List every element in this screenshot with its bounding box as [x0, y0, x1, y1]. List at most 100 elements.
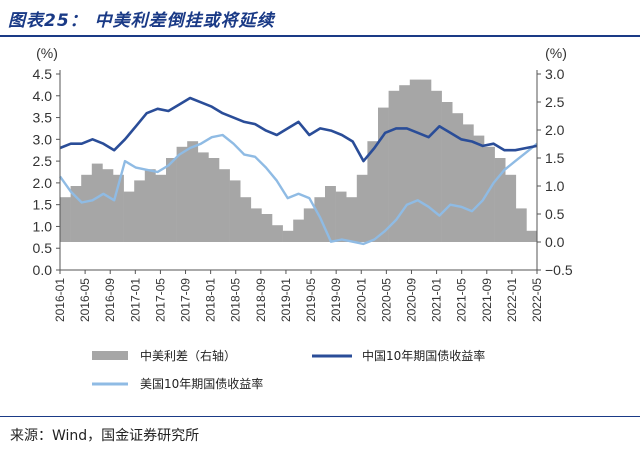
legend-swatch-spread [92, 351, 128, 360]
x-tick-label: 2017-09 [179, 278, 193, 322]
x-tick-label: 2016-01 [53, 278, 67, 322]
x-tick-label: 2022-05 [530, 278, 544, 322]
right-tick-label: 1.0 [545, 178, 565, 194]
spread-bar [388, 90, 400, 242]
spread-bar [356, 174, 368, 242]
spread-bar [303, 208, 315, 242]
spread-bar [229, 180, 241, 242]
spread-bar [240, 197, 252, 242]
spread-bar [81, 174, 93, 242]
spread-bar [272, 225, 283, 242]
spread-bar [484, 146, 495, 242]
left-tick-label: 2.5 [33, 153, 53, 169]
spread-bar [91, 163, 103, 242]
spread-bar [282, 230, 294, 242]
right-tick-label: 1.5 [545, 150, 565, 166]
x-tick-label: 2017-01 [128, 278, 142, 322]
legend-label-us: 美国10年期国债收益率 [140, 376, 263, 391]
spread-bar [526, 230, 538, 242]
spread-bar [60, 197, 71, 242]
spread-bar [155, 174, 167, 242]
spread-bar [505, 174, 517, 242]
spread-bar [346, 197, 358, 242]
spread-bar [335, 191, 347, 242]
us-10y-line [59, 133, 538, 246]
left-tick-label: 0.5 [33, 240, 53, 256]
spread-bar [399, 85, 411, 242]
x-tick-label: 2018-09 [254, 278, 268, 322]
title-divider [0, 35, 640, 37]
x-tick-label: 2016-05 [78, 278, 92, 322]
spread-bar [70, 186, 82, 242]
x-tick-label: 2018-01 [204, 278, 218, 322]
spread-bar [144, 169, 156, 242]
x-tick-label: 2017-05 [153, 278, 167, 322]
right-axis-ticks: 3.0 2.5 2.0 1.5 1.0 0.5 0.0 −0.5 [537, 66, 573, 278]
left-tick-label: 1.5 [33, 197, 53, 213]
spread-bar [367, 141, 379, 242]
right-axis-unit: (%) [545, 45, 567, 61]
right-tick-label: 2.5 [545, 94, 565, 110]
spread-bar [431, 90, 442, 242]
x-tick-label: 2019-09 [329, 278, 343, 322]
right-tick-label: 0.0 [545, 234, 565, 250]
spread-bar [325, 186, 336, 242]
right-tick-label: −0.5 [545, 262, 573, 278]
source-note: 来源：Wind，国金证券研究所 [10, 428, 200, 444]
x-tick-label: 2018-05 [229, 278, 243, 322]
spread-bar [441, 102, 453, 242]
spread-bar [187, 141, 199, 242]
spread-bar [515, 208, 527, 242]
x-axis-ticks: 2016-01 2016-05 2016-09 2017-01 2017-05 2017-… [53, 270, 544, 322]
spread-bar [176, 146, 188, 242]
x-tick-label: 2019-01 [279, 278, 293, 322]
chart: (%) (%) 4.5 4.0 3.5 3.0 2.5 2.0 1.5 1.0 0.5 0.0 3… [33, 45, 573, 391]
right-tick-label: 0.5 [545, 206, 565, 222]
spread-bar [452, 113, 464, 242]
left-tick-label: 0.0 [33, 262, 53, 278]
spread-bar [420, 79, 432, 242]
left-tick-label: 4.0 [33, 88, 53, 104]
left-tick-label: 2.0 [33, 175, 53, 191]
spread-bar [102, 169, 114, 242]
legend: 中美利差（右轴） 中国10年期国债收益率 美国10年期国债收益率 [92, 348, 485, 391]
spread-bar [219, 169, 230, 242]
spread-bar [250, 208, 262, 242]
spread-bar [113, 174, 124, 242]
left-axis-ticks: 4.5 4.0 3.5 3.0 2.5 2.0 1.5 1.0 0.5 0.0 [33, 66, 60, 278]
x-tick-label: 2020-01 [354, 278, 368, 322]
left-tick-label: 3.0 [33, 131, 53, 147]
spread-bar [494, 158, 506, 242]
x-tick-label: 2019-05 [304, 278, 318, 322]
spread-bar [462, 124, 474, 242]
left-axis-unit: (%) [36, 45, 58, 61]
spread-bar [293, 219, 305, 242]
x-tick-label: 2020-05 [379, 278, 393, 322]
spread-bar [208, 158, 220, 242]
x-tick-label: 2021-01 [430, 278, 444, 322]
spread-bar [166, 158, 177, 242]
x-tick-label: 2022-01 [505, 278, 519, 322]
left-tick-label: 1.0 [33, 218, 53, 234]
spread-bar [134, 180, 146, 242]
spread-bar [378, 107, 389, 242]
x-tick-label: 2021-09 [480, 278, 494, 322]
china-10y-line [59, 96, 538, 163]
axes [59, 70, 538, 271]
spread-bar [261, 214, 273, 242]
legend-label-china: 中国10年期国债收益率 [362, 348, 485, 363]
spread-bars [60, 79, 538, 242]
legend-label-spread: 中美利差（右轴） [140, 348, 236, 363]
x-tick-label: 2016-09 [103, 278, 117, 322]
spread-bar [197, 152, 209, 242]
x-tick-label: 2021-05 [455, 278, 469, 322]
left-tick-label: 3.5 [33, 110, 53, 126]
page-title: 图表25： 中美利差倒挂或将延续 [8, 11, 275, 31]
x-tick-label: 2020-09 [404, 278, 418, 322]
spread-bar [473, 135, 485, 242]
spread-bar [409, 79, 421, 242]
footer-divider [0, 416, 640, 417]
spread-bar [123, 191, 135, 242]
right-tick-label: 2.0 [545, 122, 565, 138]
right-tick-label: 3.0 [545, 66, 565, 82]
